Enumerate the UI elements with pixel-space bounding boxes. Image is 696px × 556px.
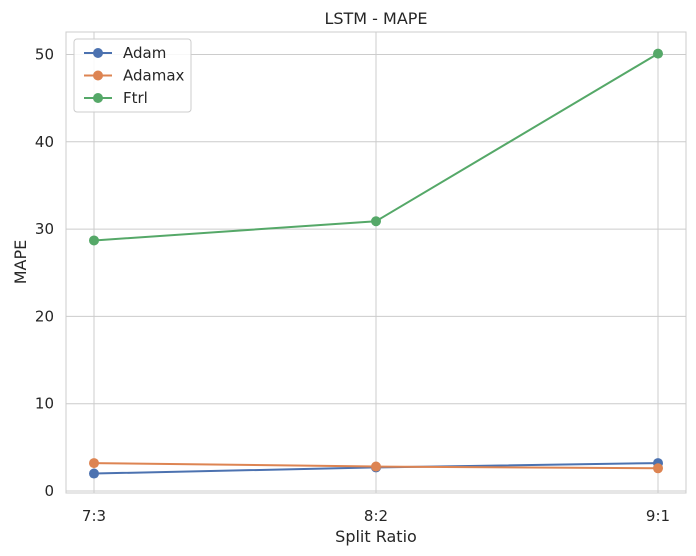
x-tick-label: 8:2 [364, 507, 388, 525]
series-adamax [89, 458, 663, 474]
y-axis-ticks: 0 10 20 30 40 50 [35, 46, 54, 501]
legend-marker [93, 48, 103, 58]
data-point [653, 463, 663, 474]
legend-marker [93, 70, 103, 81]
y-tick-label: 10 [35, 395, 54, 413]
y-tick-label: 40 [35, 133, 54, 151]
y-tick-label: 30 [35, 220, 54, 238]
data-point [371, 461, 381, 472]
y-tick-label: 20 [35, 307, 54, 325]
y-axis-label: MAPE [11, 240, 30, 285]
legend-item: Adamax [84, 67, 185, 85]
x-axis-ticks: 7:3 8:2 9:1 [82, 507, 670, 525]
y-tick-label: 50 [35, 46, 54, 64]
series-group [89, 48, 663, 479]
x-tick-label: 7:3 [82, 507, 106, 525]
legend: Adam Adamax Ftrl [73, 38, 192, 113]
data-point [89, 235, 99, 246]
chart-title: LSTM - MAPE [324, 9, 427, 28]
legend-item: Ftrl [84, 89, 148, 107]
y-tick-label: 0 [44, 482, 54, 500]
legend-label: Adamax [123, 67, 185, 85]
data-point [89, 468, 99, 479]
data-point [371, 216, 381, 227]
plot-area-frame [65, 31, 687, 494]
legend-label: Ftrl [123, 89, 148, 107]
series-ftrl [89, 48, 663, 246]
legend-item: Adam [84, 44, 166, 62]
legend-marker [93, 93, 103, 103]
legend-box [73, 38, 192, 113]
data-point [89, 458, 99, 469]
data-point [653, 48, 663, 59]
x-tick-label: 9:1 [646, 507, 670, 525]
x-axis-label: Split Ratio [335, 527, 417, 546]
legend-label: Adam [123, 44, 166, 62]
